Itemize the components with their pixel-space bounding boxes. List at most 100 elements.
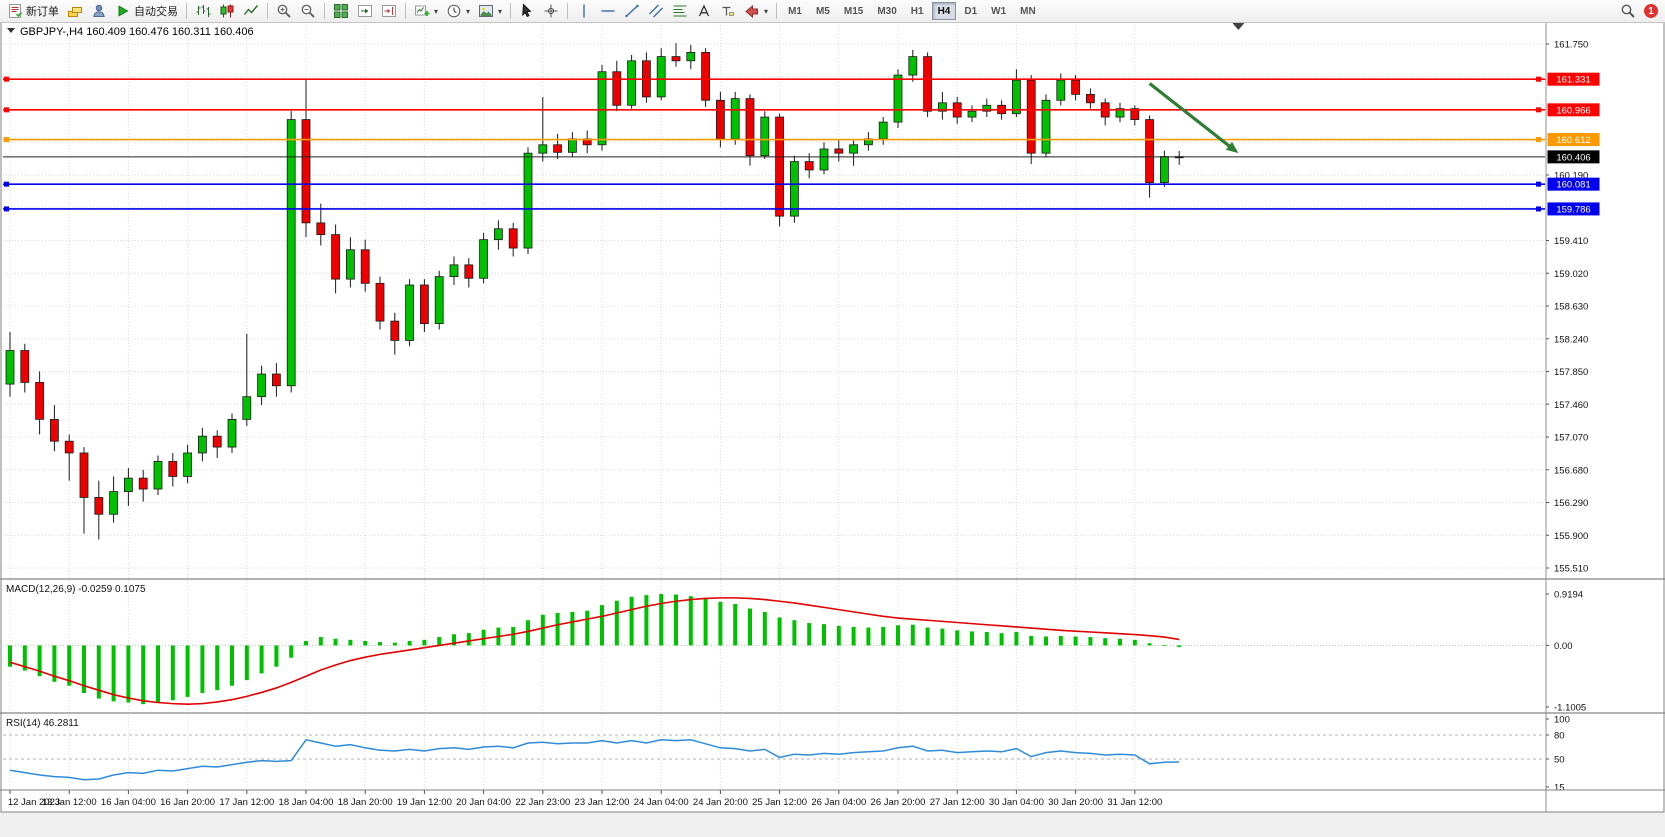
svg-text:20 Jan 04:00: 20 Jan 04:00 [456,797,511,808]
template-icon [478,3,494,19]
svg-text:24 Jan 04:00: 24 Jan 04:00 [634,797,689,808]
one-click-trading-toggle-icon[interactable] [7,28,15,33]
svg-text:160.612: 160.612 [1556,135,1590,146]
profile-button[interactable] [87,1,111,21]
autotrading-label: 自动交易 [134,6,178,18]
svg-text:16 Jan 04:00: 16 Jan 04:00 [101,797,156,808]
macd-title: MACD(12,26,9) -0.0259 0.1075 [6,584,146,595]
macd-signal-line [9,597,1180,705]
zoom-out-icon [300,3,316,19]
svg-text:17 Jan 12:00: 17 Jan 12:00 [219,797,274,808]
label-button[interactable] [716,1,740,21]
svg-text:16 Jan 20:00: 16 Jan 20:00 [160,797,215,808]
svg-text:157.460: 157.460 [1554,400,1588,411]
autotrading-button[interactable]: 自动交易 [111,1,182,21]
templates-button[interactable]: ▾ [474,1,506,21]
dropdown-caret-icon: ▾ [466,6,471,16]
svg-text:161.750: 161.750 [1554,40,1588,51]
svg-text:0.9194: 0.9194 [1554,590,1583,601]
horizontal-line-objects[interactable] [3,76,1545,212]
toolbar-separator [267,3,268,19]
new-order-label: 新订单 [26,6,59,18]
toolbar-separator [567,3,569,19]
timeframe-m1[interactable]: M1 [782,2,808,20]
svg-text:159.786: 159.786 [1556,204,1590,215]
autotrading-icon [115,3,131,19]
linechart-icon [243,3,259,19]
timeframe-m30[interactable]: M30 [871,2,902,20]
chart-window[interactable]: 161.750 160.190 159.410 159.020 158.630 158.2… [0,21,1665,832]
svg-text:25 Jan 12:00: 25 Jan 12:00 [752,797,807,808]
search-icon [1620,3,1636,19]
horizontal-line-button[interactable] [596,1,620,21]
svg-text:157.070: 157.070 [1554,433,1588,444]
search-button[interactable] [1616,1,1640,21]
candlestick-series [5,43,1184,540]
svg-text:18 Jan 20:00: 18 Jan 20:00 [338,797,393,808]
text-button[interactable] [692,1,716,21]
svg-text:155.510: 155.510 [1554,564,1588,575]
svg-text:158.630: 158.630 [1554,302,1588,313]
svg-text:160.966: 160.966 [1556,105,1590,116]
cursor-icon [519,3,535,19]
timeframe-m5[interactable]: M5 [810,2,836,20]
timeframe-h1[interactable]: H1 [905,2,930,20]
candlestick-chart-button[interactable] [215,1,239,21]
svg-text:23 Jan 12:00: 23 Jan 12:00 [575,797,630,808]
shapes-button[interactable]: ▾ [740,1,772,21]
chart-shift-marker[interactable] [1232,23,1245,30]
svg-text:26 Jan 04:00: 26 Jan 04:00 [811,797,866,808]
svg-text:18 Jan 04:00: 18 Jan 04:00 [279,797,334,808]
vertical-line-button[interactable] [572,1,596,21]
shapes-icon [744,3,760,19]
toolbar-separator [405,3,406,19]
auto-scroll-button[interactable] [353,1,377,21]
tile-windows-icon [333,3,349,19]
zoom-in-icon [276,3,292,19]
rsi-panel [9,738,1180,781]
price-axis[interactable]: 161.750 160.190 159.410 159.020 158.630 158.2… [1545,22,1665,812]
periods-button[interactable]: ▾ [442,1,474,21]
fibonacci-button[interactable] [668,1,692,21]
trend-arrow[interactable] [1148,82,1239,154]
layers-icon [67,3,83,19]
toolbar-separator [776,3,778,19]
timeframe-mn[interactable]: MN [1014,2,1042,20]
timeframe-h4[interactable]: H4 [931,2,957,20]
svg-text:27 Jan 12:00: 27 Jan 12:00 [930,797,985,808]
price-chart-canvas[interactable]: 161.750 160.190 159.410 159.020 158.630 158.2… [0,21,1665,832]
channel-button[interactable] [644,1,668,21]
new-chart-button[interactable]: ▾ [410,1,442,21]
trendline-button[interactable] [620,1,644,21]
svg-text:155.900: 155.900 [1554,531,1588,542]
tile-windows-button[interactable] [329,1,353,21]
svg-text:161.331: 161.331 [1556,75,1590,86]
svg-text:156.680: 156.680 [1554,465,1588,476]
timeframe-m15[interactable]: M15 [838,2,869,20]
zoom-in-button[interactable] [272,1,296,21]
timeframe-w1[interactable]: W1 [985,2,1012,20]
crosshair-button[interactable] [539,1,563,21]
chart-grid [3,22,1545,790]
fibonacci-icon [672,3,688,19]
dropdown-caret-icon: ▾ [764,6,769,16]
toolbar-separator [186,3,187,19]
notification-badge[interactable]: 1 [1644,4,1658,18]
bar-chart-button[interactable] [191,1,215,21]
zoom-out-button[interactable] [296,1,320,21]
svg-text:31 Jan 12:00: 31 Jan 12:00 [1107,797,1162,808]
charts-stack-button[interactable] [63,1,87,21]
rsi-title: RSI(14) 46.2811 [6,718,79,729]
timeframe-d1[interactable]: D1 [958,2,983,20]
new-order-button[interactable]: 新订单 [3,1,63,21]
chart-shift-button[interactable] [377,1,401,21]
crosshair-icon [543,3,559,19]
cursor-button[interactable] [515,1,539,21]
dropdown-caret-icon: ▾ [498,6,503,16]
svg-text:50: 50 [1554,755,1565,766]
profile-icon [91,3,107,19]
svg-text:159.020: 159.020 [1554,269,1588,280]
svg-text:19 Jan 12:00: 19 Jan 12:00 [397,797,452,808]
line-chart-button[interactable] [239,1,263,21]
